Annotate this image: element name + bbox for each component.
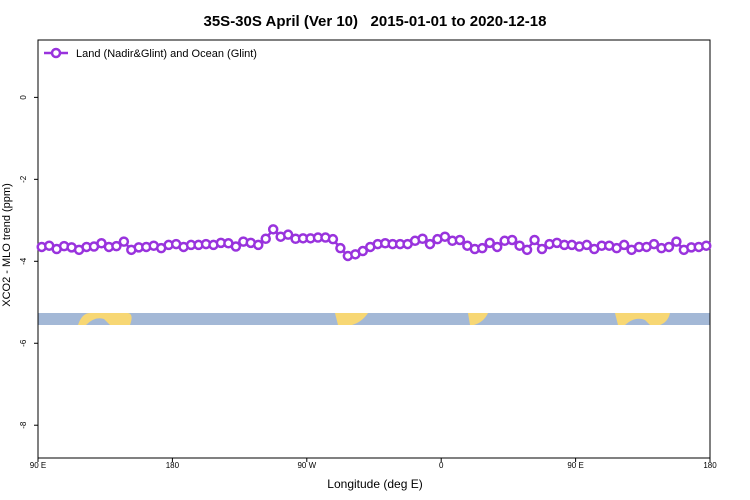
data-point	[506, 234, 518, 246]
data-point	[514, 240, 525, 251]
lake	[625, 318, 650, 325]
data-point	[357, 245, 369, 257]
data-point	[529, 234, 540, 246]
data-point	[663, 241, 675, 253]
legend-marker	[50, 47, 62, 59]
data-point	[701, 240, 712, 251]
legend-label: Land (Nadir&Glint) and Ocean (Glint)	[76, 48, 257, 60]
data-point	[671, 236, 682, 247]
land-band	[615, 313, 670, 325]
lake	[86, 318, 110, 325]
data-point	[618, 239, 630, 251]
data-point	[230, 241, 242, 252]
data-point	[327, 233, 339, 245]
y-tick-label: -8	[19, 421, 28, 429]
data-point	[260, 233, 271, 245]
x-tick-label: 0	[439, 461, 444, 470]
y-axis-label: XCO2 - MLO trend (ppm)	[1, 183, 13, 306]
data-point	[417, 233, 428, 245]
x-tick-label: 180	[703, 461, 717, 470]
data-point	[484, 237, 495, 249]
data-point	[253, 239, 264, 251]
data-point	[491, 241, 503, 253]
y-tick-label: -2	[19, 175, 28, 183]
data-point	[439, 231, 451, 242]
data-point	[335, 242, 346, 254]
data-point	[111, 240, 122, 252]
data-point	[521, 244, 533, 256]
data-point	[454, 234, 466, 246]
x-tick-label: 90 E	[30, 461, 46, 470]
data-point	[282, 229, 294, 240]
chart-title: 35S-30S April (Ver 10) 2015-01-01 to 202…	[204, 13, 547, 30]
land-band	[335, 313, 368, 325]
data-point	[424, 238, 436, 250]
data-point	[648, 238, 660, 250]
x-tick-label: 90 W	[297, 461, 316, 470]
data-point	[581, 239, 593, 251]
data-point	[267, 224, 279, 235]
data-point	[477, 242, 488, 254]
y-tick-label: 0	[19, 95, 28, 100]
land-ocean-strip	[38, 313, 710, 325]
land-band	[468, 313, 488, 325]
y-tick-label: -4	[19, 257, 28, 265]
y-tick-label: -6	[19, 339, 28, 347]
x-tick-label: 90 E	[567, 461, 583, 470]
data-point	[118, 236, 130, 247]
ocean-band	[38, 313, 710, 325]
x-tick-label: 180	[166, 461, 180, 470]
x-axis-label: Longitude (deg E)	[327, 477, 422, 491]
data-point	[536, 243, 548, 255]
